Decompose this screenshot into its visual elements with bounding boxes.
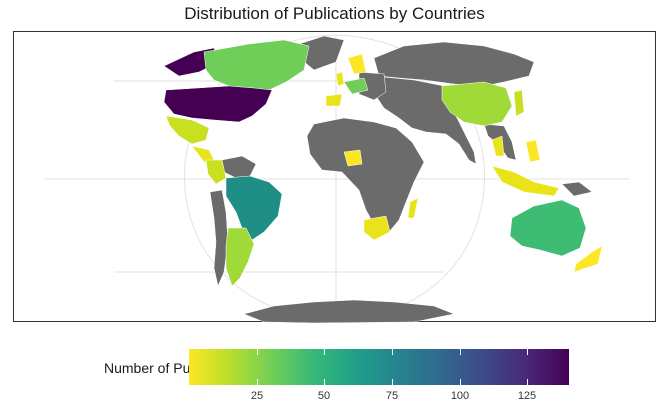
region-central-europe	[343, 77, 369, 95]
legend-tick-label: 100	[450, 390, 470, 402]
legend-tick-mark	[324, 349, 325, 385]
legend-tick-label: 50	[317, 390, 331, 402]
region-scandinavia	[347, 53, 367, 75]
legend-colorbar	[189, 349, 569, 385]
region-nigeria	[343, 149, 363, 167]
region-brazil	[225, 175, 283, 241]
legend-tick-label: 75	[385, 390, 399, 402]
legend-tick-label: 25	[250, 390, 264, 402]
region-indonesia	[491, 165, 560, 197]
region-south-africa	[363, 215, 391, 241]
region-australia	[509, 199, 587, 257]
region-new-zealand	[573, 245, 603, 273]
legend-tick-label: 125	[517, 390, 537, 402]
region-usa	[163, 85, 273, 123]
legend-tick-mark	[460, 349, 461, 385]
region-central-america	[191, 145, 215, 163]
map-panel	[13, 31, 656, 323]
region-china	[441, 81, 513, 127]
region-spain	[325, 93, 343, 107]
legend-tick-mark	[257, 349, 258, 385]
region-philippines	[525, 139, 541, 163]
region-mexico	[165, 115, 210, 145]
region-canada	[203, 39, 310, 91]
region-thailand	[491, 135, 505, 157]
world-map	[44, 34, 629, 323]
region-argentina	[225, 227, 255, 287]
region-madagascar	[407, 197, 419, 219]
region-colombia	[205, 159, 227, 185]
chart-title: Distribution of Publications by Countrie…	[184, 4, 485, 23]
data-regions	[163, 39, 603, 287]
legend-tick-mark	[527, 349, 528, 385]
no-data-regions	[209, 35, 593, 323]
region-uk	[335, 71, 345, 87]
region-japan	[513, 89, 525, 117]
legend-tick-mark	[392, 349, 393, 385]
